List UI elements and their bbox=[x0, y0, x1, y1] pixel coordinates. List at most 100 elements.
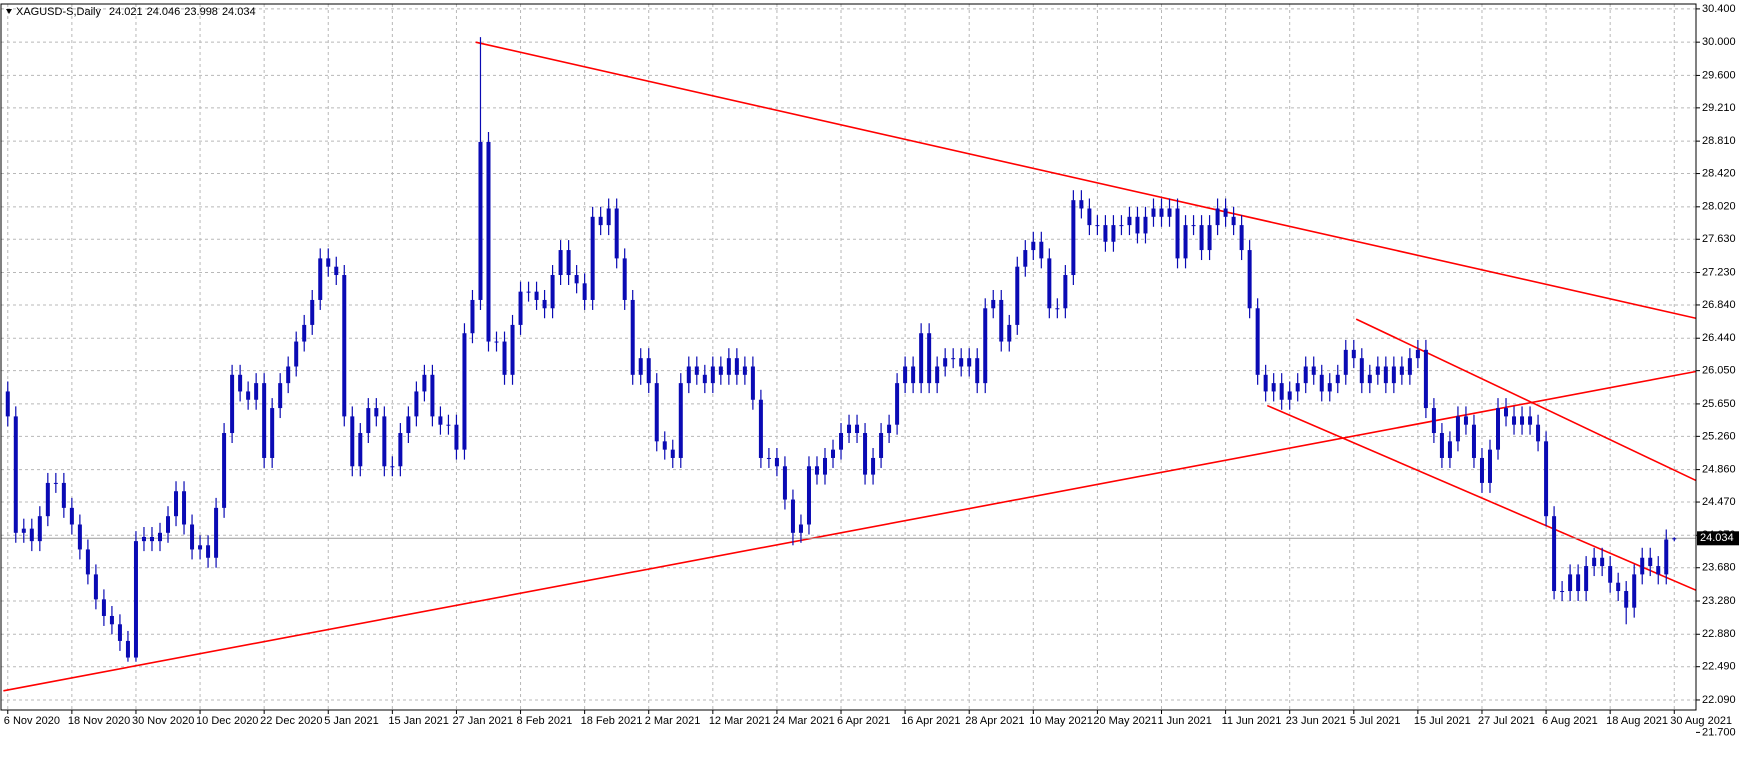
candle-body bbox=[847, 424, 852, 434]
y-tick-label: 26.050 bbox=[1702, 365, 1736, 377]
candle-body bbox=[1239, 225, 1244, 251]
candle-body bbox=[1055, 308, 1060, 310]
candle-body bbox=[214, 507, 219, 558]
candle-body bbox=[566, 250, 571, 276]
candle-body bbox=[1295, 383, 1300, 392]
candle-body bbox=[1528, 416, 1533, 425]
y-tick-label: 25.650 bbox=[1702, 398, 1736, 410]
candle-body bbox=[935, 366, 940, 384]
candle-body bbox=[1415, 349, 1420, 359]
candle-body bbox=[1640, 557, 1645, 575]
price-label: 24.034 bbox=[1700, 532, 1734, 544]
candle-body bbox=[446, 424, 451, 426]
candle-body bbox=[109, 615, 114, 625]
chart-header: XAGUSD-S,Daily 24.021 24.046 23.998 24.034 bbox=[16, 6, 256, 18]
candle-body bbox=[1159, 208, 1164, 217]
candle-body bbox=[101, 599, 106, 616]
y-tick-label: 27.630 bbox=[1702, 233, 1736, 245]
candle-body bbox=[1576, 574, 1581, 592]
candle-body bbox=[550, 275, 555, 309]
candle-body bbox=[69, 507, 74, 525]
candle-body bbox=[430, 374, 435, 417]
candle-body bbox=[1095, 225, 1100, 227]
candle-body bbox=[29, 528, 34, 542]
candle-body bbox=[718, 366, 723, 375]
candles bbox=[5, 37, 1677, 662]
candle-body bbox=[462, 333, 467, 450]
candle-body bbox=[630, 299, 635, 375]
candle-body bbox=[1552, 516, 1557, 592]
candle-body bbox=[1199, 225, 1204, 251]
candle-body bbox=[262, 383, 267, 458]
candle-body bbox=[1327, 383, 1332, 392]
candle-body bbox=[1359, 358, 1364, 384]
candle-body bbox=[806, 466, 811, 525]
candle-body bbox=[486, 141, 491, 342]
candle-body bbox=[1007, 324, 1012, 342]
x-tick-label: 28 Apr 2021 bbox=[965, 715, 1024, 727]
candle-body bbox=[1023, 250, 1028, 267]
candle-body bbox=[422, 374, 427, 392]
candle-body bbox=[438, 416, 443, 425]
x-tick-label: 10 Dec 2020 bbox=[196, 715, 258, 727]
candle-body bbox=[254, 383, 259, 400]
plot-frame bbox=[0, 3, 1697, 711]
candle-body bbox=[622, 258, 627, 300]
candle-body bbox=[1664, 539, 1669, 575]
candle-body bbox=[238, 374, 243, 392]
candle-body bbox=[13, 416, 18, 533]
header-high: 24.046 bbox=[147, 6, 181, 18]
candle-body bbox=[1383, 366, 1388, 384]
candle-body bbox=[967, 358, 972, 367]
candle-body bbox=[1560, 591, 1565, 593]
candle-body bbox=[93, 574, 98, 600]
candle-body bbox=[694, 366, 699, 375]
candle-body bbox=[53, 482, 58, 484]
candle-body bbox=[678, 383, 683, 458]
candle-body bbox=[574, 275, 579, 284]
candle-body bbox=[1407, 358, 1412, 375]
candle-body bbox=[1624, 591, 1629, 608]
candle-body bbox=[662, 441, 667, 450]
candle-body bbox=[1263, 374, 1268, 392]
candle-body bbox=[614, 208, 619, 259]
candle-body bbox=[606, 208, 611, 226]
x-tick-label: 15 Jul 2021 bbox=[1414, 715, 1471, 727]
candle-body bbox=[1608, 566, 1613, 583]
price-label-box bbox=[1697, 531, 1739, 546]
y-tick-label: 23.280 bbox=[1702, 595, 1736, 607]
x-tick-label: 6 Aug 2021 bbox=[1542, 715, 1598, 727]
x-tick-label: 18 Nov 2020 bbox=[68, 715, 130, 727]
candle-body bbox=[1439, 433, 1444, 458]
candle-body bbox=[1544, 441, 1549, 517]
candle-body bbox=[270, 408, 275, 458]
candle-body bbox=[342, 275, 347, 417]
candle-body bbox=[302, 324, 307, 342]
candle-body bbox=[374, 408, 379, 417]
candle-body bbox=[1279, 383, 1284, 400]
y-tick-label: 21.700 bbox=[1702, 726, 1736, 738]
candle-body bbox=[1191, 225, 1196, 227]
y-tick-label: 24.470 bbox=[1702, 496, 1736, 508]
candle-body bbox=[406, 416, 411, 434]
candle-body bbox=[1391, 366, 1396, 384]
candle-body bbox=[991, 299, 996, 309]
x-tick-label: 15 Jan 2021 bbox=[388, 715, 449, 727]
candle-body bbox=[518, 291, 523, 325]
candle-body bbox=[1063, 275, 1068, 309]
candle-body bbox=[190, 524, 195, 550]
candle-body bbox=[879, 433, 884, 458]
candle-body bbox=[526, 291, 531, 293]
candle-body bbox=[510, 324, 515, 375]
candle-body bbox=[839, 433, 844, 450]
candle-body bbox=[1103, 225, 1108, 242]
candle-body bbox=[470, 299, 475, 334]
candle-body bbox=[670, 449, 675, 458]
x-tick-label: 6 Apr 2021 bbox=[837, 715, 890, 727]
candle-body bbox=[278, 383, 283, 409]
y-tick-label: 26.840 bbox=[1702, 299, 1736, 311]
x-tick-label: 5 Jan 2021 bbox=[324, 715, 378, 727]
y-tick-label: 28.810 bbox=[1702, 135, 1736, 147]
candle-body bbox=[598, 216, 603, 226]
candle-body bbox=[1079, 200, 1084, 209]
